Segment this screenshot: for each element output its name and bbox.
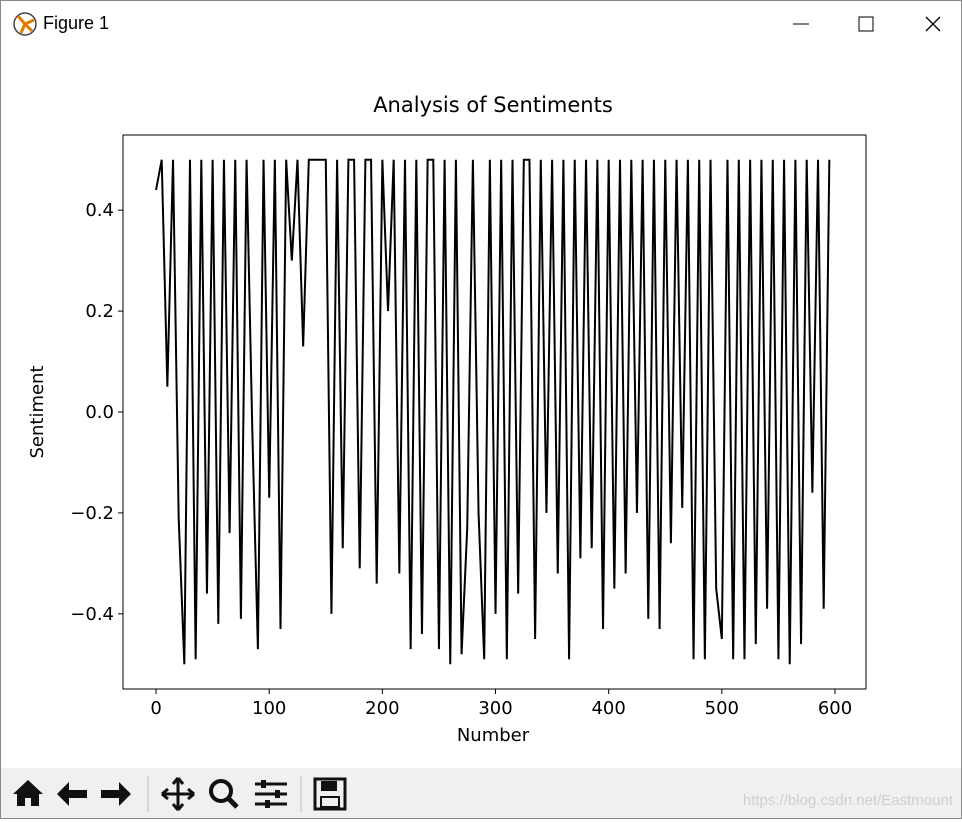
zoom-button[interactable] (209, 779, 239, 809)
x-tick-label: 300 (478, 698, 512, 719)
y-tick-label: 0.4 (85, 200, 114, 221)
y-tick-label: 0.2 (85, 301, 114, 322)
x-tick-label: 0 (150, 698, 161, 719)
configure-button[interactable] (255, 780, 287, 808)
x-tick-label: 600 (818, 698, 852, 719)
home-button[interactable] (13, 780, 43, 806)
window-controls (793, 16, 941, 32)
y-axis-label: Sentiment (27, 365, 48, 458)
title-bar: Figure 1 (1, 1, 961, 47)
y-tick-label: −0.2 (70, 503, 114, 524)
window-title: Figure 1 (43, 13, 110, 33)
toolbar-buttons (13, 776, 347, 812)
x-tick-label: 100 (252, 698, 286, 719)
x-tick-label: 200 (365, 698, 399, 719)
chart: Analysis of Sentiments Number Sentiment … (27, 93, 867, 746)
back-button[interactable] (57, 782, 87, 806)
chart-title: Analysis of Sentiments (373, 93, 613, 117)
x-tick-label: 500 (705, 698, 739, 719)
app-icon (13, 12, 37, 36)
x-axis-label: Number (457, 725, 530, 746)
close[interactable] (925, 16, 941, 32)
pan-button[interactable] (161, 777, 195, 811)
data-line (155, 158, 831, 665)
y-tick-label: −0.4 (70, 604, 114, 625)
maximize[interactable] (858, 16, 874, 32)
x-tick-label: 400 (591, 698, 625, 719)
forward-button[interactable] (101, 782, 131, 806)
watermark: https://blog.csdn.net/Eastmount (742, 792, 953, 809)
save-button[interactable] (313, 777, 347, 811)
toolbar: https://blog.csdn.net/Eastmount (1, 768, 961, 818)
y-tick-label: 0.0 (85, 402, 114, 423)
